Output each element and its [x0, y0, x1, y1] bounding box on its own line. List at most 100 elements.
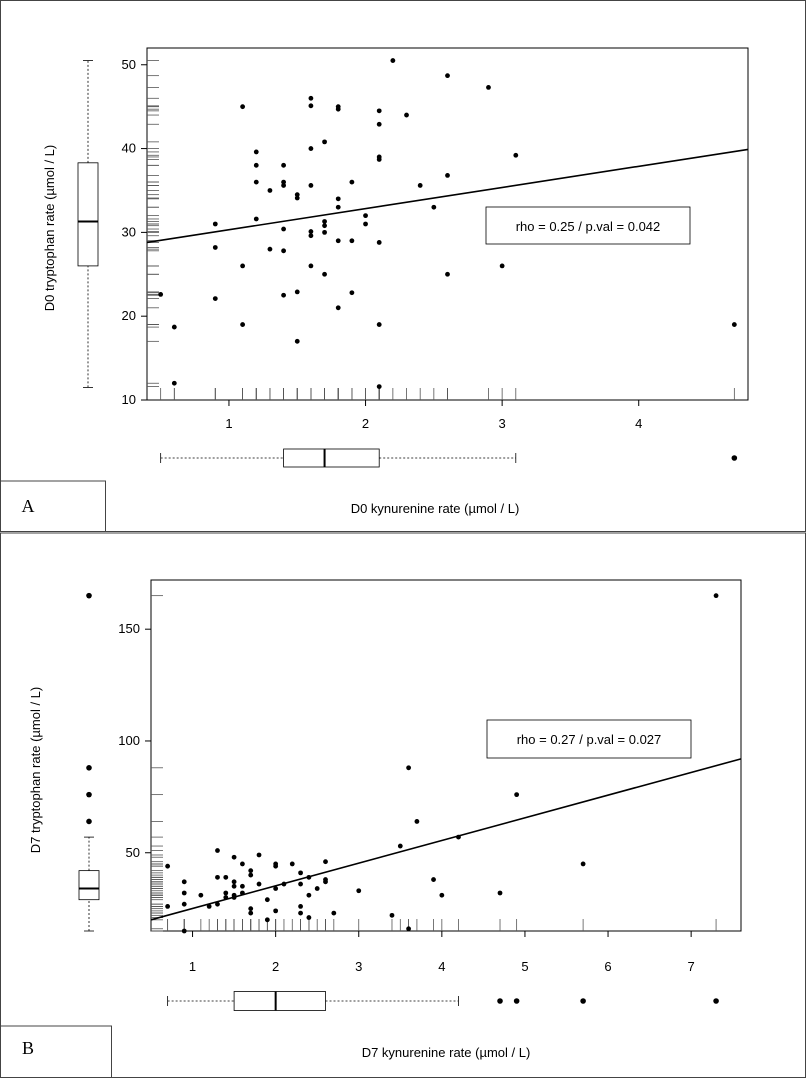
- panel-a-data-point: [281, 248, 286, 254]
- panel-b-regression-line: [150, 758, 742, 921]
- panel-b-data-point: [181, 879, 187, 885]
- panel-b-plot-frame: [150, 579, 742, 932]
- panel-b-data-point: [289, 861, 295, 867]
- panel-b-data-point: [181, 890, 187, 896]
- panel-b-y-box-outlier: [86, 791, 92, 798]
- panel-b-y-tick-label: 50: [126, 845, 140, 860]
- panel-b-data-point: [256, 852, 262, 858]
- panel-a-data-point: [335, 204, 341, 210]
- panel-a-data-point: [308, 103, 314, 109]
- panel-b-data-point: [456, 834, 461, 840]
- panel-a-data-point: [376, 384, 382, 389]
- panel-a-data-point: [253, 149, 259, 155]
- panel-b-x-box-iqr: [233, 991, 326, 1011]
- panel-a-data-point: [349, 290, 355, 296]
- panel-b: 1 2 3 4 5 6 7 50 100 150 rho = 0.27 / p.val = 0.0…: [0, 532, 806, 1078]
- panel-a-data-point: [322, 139, 327, 145]
- panel-a-data-point: [376, 157, 382, 162]
- panel-a-data-point: [308, 233, 314, 239]
- panel-a-x-boxplot: [160, 448, 738, 468]
- panel-b-data-point: [223, 895, 229, 900]
- panel-b-data-point: [240, 890, 245, 896]
- panel-a-data-point: [281, 162, 286, 168]
- panel-b-data-point: [248, 910, 254, 916]
- panel-b-y-box-outlier: [86, 764, 92, 771]
- panel-a-x-tick-label: 3: [499, 416, 506, 431]
- panel-b-x-tick-label: 3: [355, 959, 362, 974]
- panel-a-data-point: [294, 289, 300, 295]
- panel-b-data-point: [298, 904, 303, 909]
- panel-b-data-point: [406, 926, 412, 932]
- panel-a-x-box-iqr: [283, 448, 380, 468]
- panel-a-data-point: [171, 324, 177, 330]
- panel-a-regression-line: [146, 148, 749, 244]
- panel-b-data-point: [248, 906, 254, 912]
- panel-a-x-tick-label: 1: [225, 416, 232, 431]
- panel-b-y-box-iqr: [78, 870, 100, 901]
- panel-b-x-tick-label: 6: [604, 959, 611, 974]
- panel-a-data-point: [363, 221, 368, 227]
- panel-b-data-point: [248, 868, 254, 874]
- panel-a-x-box-outlier: [731, 455, 738, 461]
- panel-a-data-point: [308, 95, 314, 101]
- panel-a-data-point: [294, 338, 300, 344]
- panel-b-stat-label: rho = 0.27 / p.val = 0.027: [517, 732, 662, 747]
- panel-a-data-point: [376, 322, 382, 327]
- panel-a-data-point: [253, 216, 259, 222]
- panel-a-data-point: [335, 106, 341, 112]
- panel-b-data-point: [580, 861, 586, 867]
- panel-a-data-point: [335, 238, 341, 244]
- panel-b-data-point: [240, 861, 245, 867]
- panel-a-data-point: [308, 229, 314, 234]
- panel-b-x-tick-label: 7: [688, 959, 695, 974]
- panel-b-y-boxplot: [78, 592, 100, 932]
- panel-b-x-box-outlier: [497, 998, 503, 1004]
- panel-a-rugs: [147, 60, 735, 400]
- panel-a: 1 2 3 4 10 20 30 40 50 rho = 0.25 / p.val = 0.04…: [0, 0, 806, 532]
- panel-a-y-boxplot: [77, 60, 99, 388]
- panel-a-data-point: [376, 121, 382, 127]
- panel-b-x-tick-label: 4: [438, 959, 445, 974]
- panel-b-data-point: [256, 881, 262, 887]
- panel-a-data-point: [499, 263, 505, 269]
- panel-a-data-point: [240, 322, 246, 327]
- panel-b-data-point: [215, 848, 220, 853]
- panel-b-data-point: [206, 904, 212, 909]
- panel-b-data-point: [198, 892, 204, 898]
- panel-b-x-box-outlier: [513, 998, 520, 1004]
- panel-a-data-point: [240, 263, 246, 269]
- panel-a-data-point: [308, 263, 314, 269]
- panel-a-data-point: [171, 380, 177, 386]
- panel-b-data-point: [314, 886, 320, 891]
- panel-b-data-point: [323, 859, 328, 865]
- panel-b-y-axis-label: D7 tryptophan rate (µmol / L): [28, 687, 43, 853]
- panel-b-x-box-outlier: [580, 998, 586, 1004]
- panel-b-data-point: [231, 895, 237, 900]
- panel-b-data-point: [264, 897, 270, 903]
- panel-a-x-axis-label: D0 kynurenine rate (µmol / L): [351, 501, 520, 516]
- panel-b-data-point: [181, 901, 187, 907]
- panel-a-data-point: [417, 183, 423, 188]
- panel-a-data-point: [158, 292, 164, 297]
- panel-a-data-point: [308, 146, 314, 151]
- panel-b-points: [165, 593, 719, 934]
- panel-a-data-point: [390, 58, 396, 63]
- panel-b-data-point: [215, 874, 220, 880]
- panel-a-y-box-iqr: [77, 162, 99, 267]
- panel-b-data-point: [389, 912, 395, 918]
- panel-a-data-point: [253, 162, 259, 168]
- panel-b-data-point: [165, 863, 171, 869]
- panel-b-data-point: [181, 928, 187, 934]
- panel-a-data-point: [212, 296, 218, 301]
- panel-b-data-point: [514, 792, 520, 798]
- panel-a-data-point: [445, 172, 450, 178]
- panel-a-letter: A: [22, 496, 35, 516]
- panel-b-data-point: [306, 892, 312, 898]
- panel-b-y-tick-label: 100: [118, 733, 140, 748]
- panel-a-data-point: [212, 221, 218, 227]
- panel-a-y-tick-label: 10: [122, 392, 136, 407]
- panel-a-data-point: [294, 192, 300, 198]
- panel-b-data-point: [231, 879, 237, 885]
- panel-a-data-point: [281, 179, 286, 185]
- panel-a-frame: [0, 0, 806, 532]
